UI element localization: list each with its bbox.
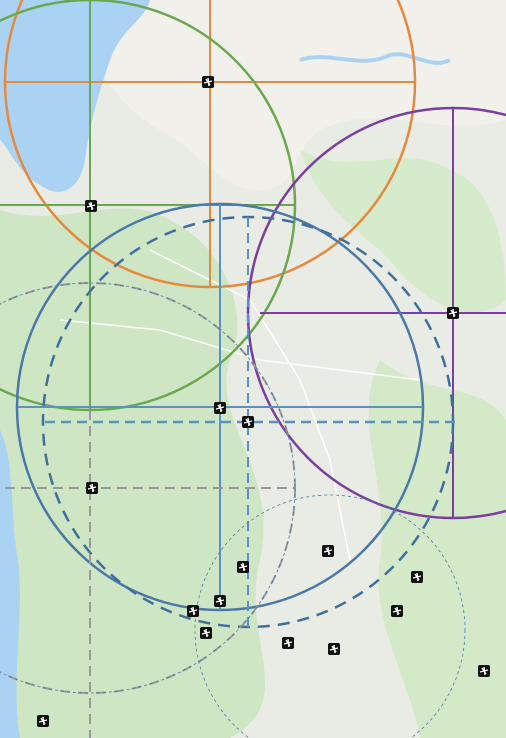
airport-marker[interactable]	[447, 307, 459, 319]
airport-marker[interactable]	[328, 643, 340, 655]
map-view	[0, 0, 506, 738]
airport-marker[interactable]	[86, 482, 98, 494]
airport-marker[interactable]	[200, 627, 212, 639]
airport-marker[interactable]	[391, 605, 403, 617]
airport-marker[interactable]	[237, 561, 249, 573]
airport-marker[interactable]	[214, 402, 226, 414]
airport-marker[interactable]	[322, 545, 334, 557]
airport-marker[interactable]	[478, 665, 490, 677]
airport-marker[interactable]	[282, 637, 294, 649]
airport-marker[interactable]	[37, 715, 49, 727]
airport-marker[interactable]	[242, 416, 254, 428]
airport-marker[interactable]	[187, 605, 199, 617]
airport-marker[interactable]	[214, 595, 226, 607]
airport-marker[interactable]	[85, 200, 97, 212]
airport-marker[interactable]	[202, 76, 214, 88]
airport-marker[interactable]	[411, 571, 423, 583]
